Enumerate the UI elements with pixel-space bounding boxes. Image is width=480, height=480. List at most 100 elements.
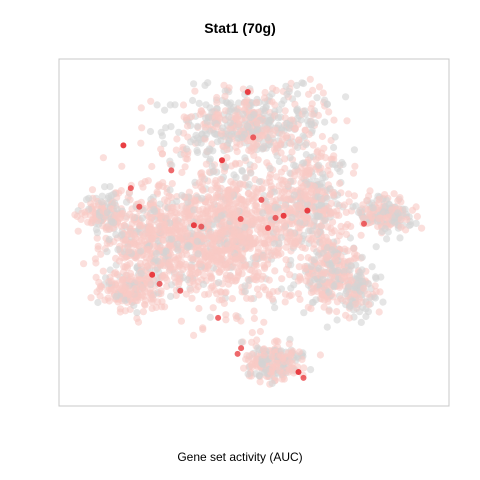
cell-point (209, 241, 217, 249)
cell-point (268, 353, 276, 361)
cell-point (147, 295, 155, 303)
cell-point (258, 132, 266, 140)
cell-point (105, 297, 113, 305)
cell-point (281, 290, 290, 298)
cell-point (253, 119, 261, 127)
cell-point (111, 211, 119, 220)
cell-point (89, 215, 97, 223)
cell-point (250, 111, 258, 119)
cell-point (180, 113, 188, 121)
cell-point (336, 282, 344, 290)
cell-point (403, 215, 411, 224)
cell-point (139, 308, 147, 316)
cell-point (221, 162, 229, 171)
cell-point (293, 114, 302, 122)
cell-point (288, 213, 296, 222)
cell-point (320, 303, 328, 311)
cell-point (208, 273, 216, 281)
cell-point (245, 180, 253, 188)
cell-point (324, 223, 332, 231)
cell-point (325, 108, 333, 116)
cell-point (272, 144, 280, 152)
cell-point (277, 351, 285, 359)
cell-point (96, 292, 104, 300)
cell-point (193, 146, 201, 155)
cell-point (272, 86, 280, 94)
cell-point (97, 250, 105, 258)
cell-point (195, 99, 203, 107)
cell-point (333, 316, 341, 324)
cell-point (213, 123, 221, 131)
cell-point (230, 171, 238, 179)
high-activity-point (127, 185, 134, 192)
cell-point (202, 160, 210, 168)
cell-point (141, 287, 149, 295)
cell-point (308, 100, 316, 108)
cell-point (233, 207, 241, 215)
cell-point (316, 351, 324, 359)
cell-point (183, 250, 191, 258)
cell-point (294, 143, 302, 151)
cell-point (148, 261, 156, 269)
cell-point (178, 191, 186, 199)
cell-point (369, 204, 377, 212)
cell-point (198, 179, 206, 187)
cell-point (283, 132, 291, 140)
cell-point (253, 272, 261, 280)
cell-point (176, 260, 184, 268)
cell-point (241, 261, 249, 269)
cell-point (191, 87, 199, 95)
cell-point (161, 196, 169, 204)
cell-point (315, 212, 323, 220)
cell-point (147, 214, 155, 222)
cell-point (136, 259, 145, 268)
cell-point (338, 158, 346, 167)
cell-point (311, 276, 319, 284)
cell-point (302, 151, 310, 159)
cell-point (275, 106, 283, 114)
cell-point (319, 188, 327, 196)
cell-point (277, 234, 285, 242)
cell-point (264, 260, 272, 268)
cell-point (77, 201, 85, 210)
cell-point (250, 314, 258, 323)
cell-point (243, 122, 251, 130)
cell-point (271, 304, 279, 312)
cell-point (379, 208, 387, 216)
cell-point (110, 270, 118, 278)
cell-point (137, 247, 145, 255)
cell-point (333, 200, 341, 208)
cell-point (226, 196, 234, 204)
cell-point (318, 239, 327, 247)
cell-point (308, 110, 316, 118)
cell-point (125, 230, 133, 238)
cell-point (188, 294, 196, 302)
cell-point (371, 294, 379, 302)
cell-point (308, 299, 316, 307)
cell-point (347, 262, 355, 270)
cell-point (286, 352, 295, 360)
cell-point (219, 218, 227, 226)
cell-point (150, 206, 158, 214)
cell-point (278, 124, 286, 132)
cell-point (134, 242, 142, 250)
cell-point (154, 182, 162, 190)
cell-point (173, 240, 181, 248)
cell-point (93, 229, 101, 237)
cell-point (375, 308, 383, 316)
cell-point (197, 214, 205, 222)
cell-point (99, 154, 107, 162)
cell-point (335, 211, 343, 219)
cell-point (214, 190, 222, 198)
cell-point (226, 124, 234, 132)
cell-point (216, 200, 224, 209)
cell-point (150, 198, 158, 206)
cell-point (372, 274, 380, 282)
cell-point (161, 274, 169, 282)
cell-point (336, 167, 344, 176)
cell-point (296, 276, 305, 284)
cell-point (202, 101, 210, 109)
cell-point (207, 201, 215, 209)
cell-point (330, 152, 338, 160)
